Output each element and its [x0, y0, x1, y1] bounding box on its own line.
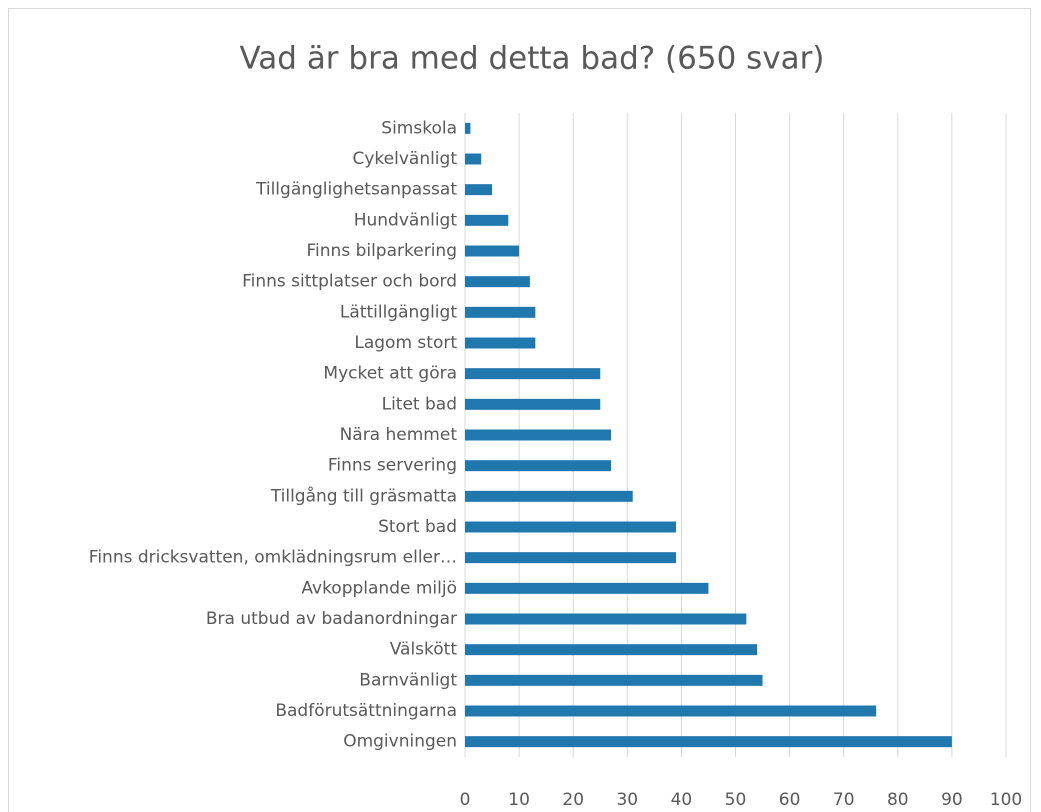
x-tick-label: 70: [833, 790, 855, 810]
bar: [465, 736, 952, 748]
y-tick-label: Stort bad: [378, 517, 457, 537]
y-tick-label: Finns bilparkering: [307, 241, 458, 261]
y-tick-label: Finns servering: [328, 456, 457, 476]
y-tick-label: Barnvänligt: [359, 670, 457, 690]
bar: [465, 460, 612, 472]
y-tick-label: Nära hemmet: [340, 425, 458, 445]
y-tick-label: Finns dricksvatten, omklädningsrum eller…: [89, 548, 457, 568]
bar: [465, 368, 601, 380]
y-tick-label: Cykelvänligt: [352, 149, 457, 169]
bar: [465, 674, 763, 686]
bar: [465, 521, 676, 533]
y-tick-label: Tillgänglighetsanpassat: [255, 180, 457, 200]
bar: [465, 613, 747, 625]
y-tick-label: Badförutsättningarna: [275, 701, 457, 721]
x-tick-label: 0: [460, 790, 471, 810]
bar: [465, 552, 676, 564]
bar: [465, 245, 520, 257]
x-tick-label: 80: [887, 790, 909, 810]
bar: [465, 214, 509, 226]
y-tick-label: Tillgång till gräsmatta: [270, 485, 457, 506]
y-tick-label: Litet bad: [382, 394, 457, 414]
y-tick-label: Avkopplande miljö: [301, 578, 457, 598]
y-tick-label: Bra utbud av badanordningar: [206, 609, 457, 629]
bar: [465, 705, 877, 717]
bar: [465, 306, 536, 318]
x-tick-label: 40: [671, 790, 693, 810]
bar: [465, 644, 758, 656]
y-tick-label: Välskött: [390, 640, 458, 660]
y-tick-label: Omgivningen: [343, 732, 457, 752]
bar: [465, 276, 530, 288]
bar: [465, 429, 612, 441]
y-tick-label: Hundvänligt: [354, 210, 458, 230]
y-tick-label: Simskola: [381, 118, 457, 138]
x-tick-label: 60: [779, 790, 801, 810]
chart-title: Vad är bra med detta bad? (650 svar): [239, 41, 824, 77]
x-tick-label: 10: [508, 790, 530, 810]
x-tick-label: 30: [616, 790, 638, 810]
y-tick-label: Lättillgängligt: [340, 302, 457, 322]
bar: [465, 184, 493, 196]
y-tick-label: Lagom stort: [354, 333, 457, 353]
y-tick-label: Finns sittplatser och bord: [242, 272, 457, 292]
bar: [465, 490, 633, 502]
bar: [465, 122, 471, 134]
x-tick-label: 90: [941, 790, 963, 810]
bar: [465, 398, 601, 410]
x-tick-label: 20: [562, 790, 584, 810]
bar: [465, 153, 482, 165]
y-tick-label: Mycket att göra: [323, 364, 457, 384]
x-tick-label: 100: [990, 790, 1022, 810]
bar: [465, 582, 709, 594]
bar: [465, 337, 536, 349]
x-tick-label: 50: [725, 790, 747, 810]
